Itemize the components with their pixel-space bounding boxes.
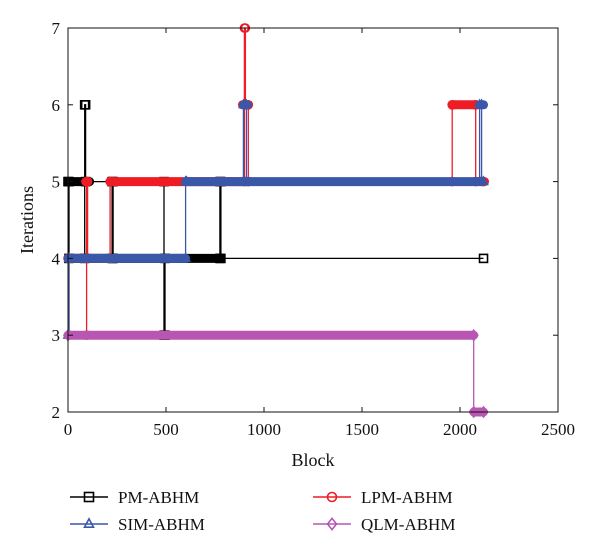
series-line bbox=[68, 104, 484, 336]
x-tick-label: 1500 bbox=[345, 420, 379, 439]
x-tick-label: 2500 bbox=[541, 420, 575, 439]
series-line bbox=[68, 334, 484, 413]
data-point bbox=[468, 405, 479, 419]
legend-marker bbox=[326, 517, 338, 531]
legend-label: LPM-ABHM bbox=[361, 488, 453, 507]
y-tick-label: 6 bbox=[52, 96, 61, 115]
data-point bbox=[180, 252, 191, 263]
legend: PM-ABHM LPM-ABHM SIM-ABHM QLM-ABHM bbox=[70, 488, 455, 534]
x-tick-label: 500 bbox=[153, 420, 179, 439]
plot-frame bbox=[67, 27, 559, 413]
data-point bbox=[478, 175, 489, 186]
series-qlm-abhm bbox=[62, 328, 489, 419]
data-point bbox=[181, 175, 192, 186]
data-point bbox=[468, 328, 479, 342]
data-point bbox=[80, 100, 91, 110]
data-point bbox=[447, 100, 457, 110]
data-point bbox=[478, 405, 489, 419]
data-point bbox=[106, 176, 116, 187]
y-tick-label: 2 bbox=[52, 403, 61, 422]
y-tick-label: 4 bbox=[52, 249, 61, 268]
data-point bbox=[82, 176, 93, 187]
data-point bbox=[241, 98, 252, 109]
series-layer bbox=[62, 23, 489, 419]
data-point bbox=[476, 98, 487, 109]
y-tick-label: 3 bbox=[52, 326, 61, 345]
x-axis-label: Block bbox=[292, 450, 335, 470]
series-sim-abhm bbox=[62, 98, 489, 339]
legend-item-lpm-abhm: LPM-ABHM bbox=[313, 488, 453, 507]
y-tick-label: 5 bbox=[52, 173, 61, 192]
legend-item-sim-abhm: SIM-ABHM bbox=[70, 515, 205, 534]
x-tick-label: 2000 bbox=[443, 420, 477, 439]
legend-item-pm-abhm: PM-ABHM bbox=[70, 488, 199, 507]
x-tick-label: 0 bbox=[64, 420, 73, 439]
data-point bbox=[63, 252, 75, 263]
series-pm-abhm bbox=[63, 100, 489, 341]
legend-label: QLM-ABHM bbox=[361, 515, 455, 534]
legend-marker bbox=[326, 491, 338, 503]
legend-item-qlm-abhm: QLM-ABHM bbox=[313, 515, 455, 534]
legend-marker bbox=[83, 491, 95, 503]
y-axis-label: Iterations bbox=[17, 186, 37, 254]
data-point bbox=[478, 253, 489, 264]
legend-label: PM-ABHM bbox=[118, 488, 199, 507]
x-tick-label: 1000 bbox=[247, 420, 281, 439]
ticks-layer: 0 500 1000 1500 2000 2500 2 3 4 5 6 7 bbox=[52, 19, 576, 439]
data-point bbox=[241, 175, 252, 186]
y-tick-label: 7 bbox=[52, 19, 61, 38]
series-line bbox=[68, 104, 484, 336]
data-point bbox=[216, 253, 226, 264]
legend-label: SIM-ABHM bbox=[118, 515, 205, 534]
legend-marker bbox=[83, 517, 95, 528]
